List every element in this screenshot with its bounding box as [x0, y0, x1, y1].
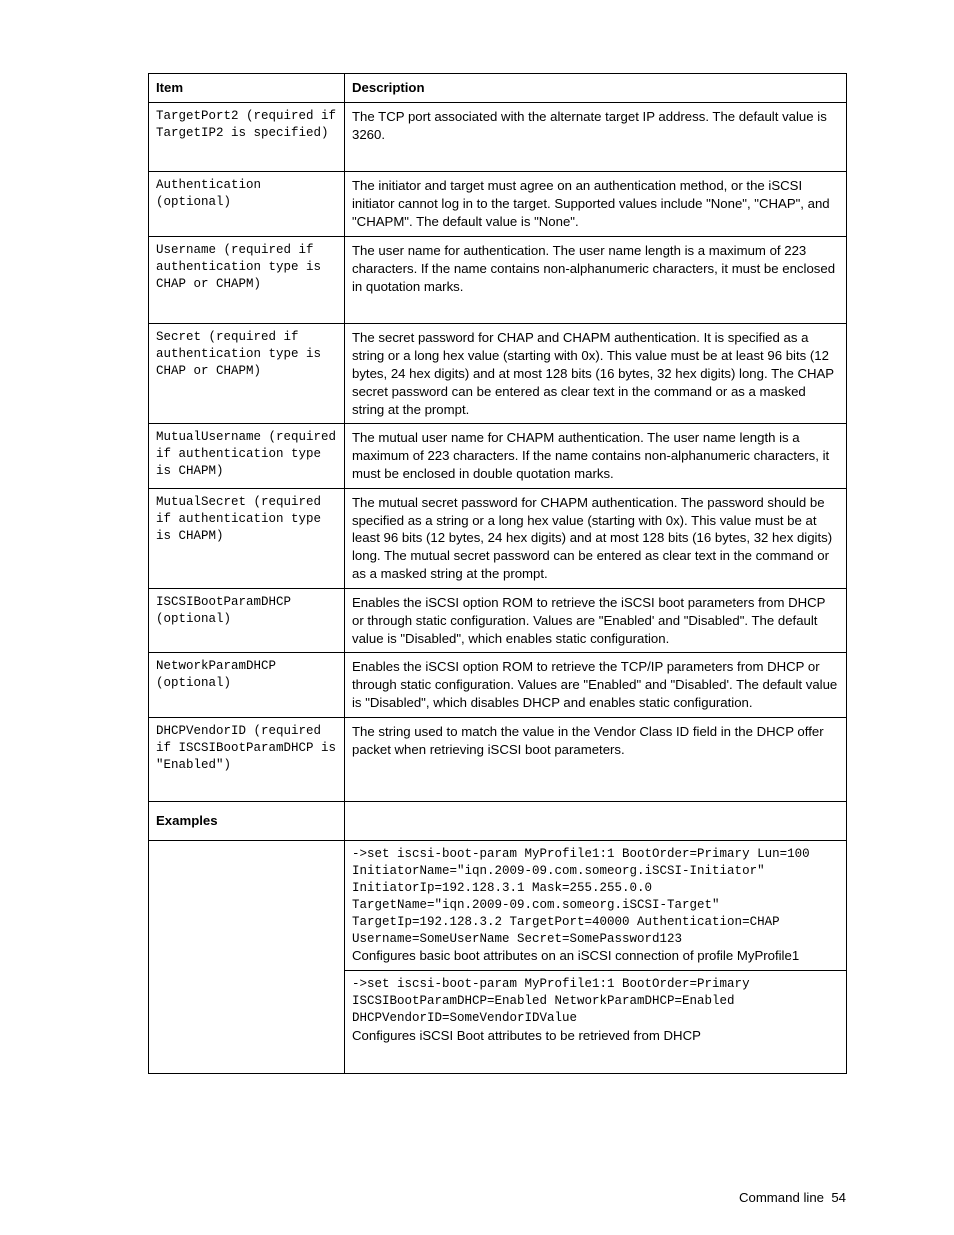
example-caption: Configures iSCSI Boot attributes to be r… — [352, 1027, 839, 1045]
parameters-table: Item Description TargetPort2 (required i… — [148, 73, 847, 1074]
description-cell: The initiator and target must agree on a… — [345, 172, 847, 236]
example-caption: Configures basic boot attributes on an i… — [352, 947, 839, 965]
description-cell: The user name for authentication. The us… — [345, 236, 847, 323]
description-cell: The TCP port associated with the alterna… — [345, 102, 847, 172]
table-row: MutualUsername (required if authenticati… — [149, 424, 847, 488]
example-content-cell: ->set iscsi-boot-param MyProfile1:1 Boot… — [345, 841, 847, 971]
item-cell: MutualUsername (required if authenticati… — [149, 424, 345, 488]
examples-header-row: Examples — [149, 802, 847, 841]
header-description: Description — [345, 74, 847, 103]
item-cell: Username (required if authentication typ… — [149, 236, 345, 323]
table-row: NetworkParamDHCP (optional)Enables the i… — [149, 653, 847, 717]
example-command: ->set iscsi-boot-param MyProfile1:1 Boot… — [352, 976, 839, 1027]
description-cell: The secret password for CHAP and CHAPM a… — [345, 324, 847, 424]
table-row: Username (required if authentication typ… — [149, 236, 847, 323]
description-cell: Enables the iSCSI option ROM to retrieve… — [345, 653, 847, 717]
description-cell: The mutual user name for CHAPM authentic… — [345, 424, 847, 488]
header-row: Item Description — [149, 74, 847, 103]
table-row: ISCSIBootParamDHCP (optional)Enables the… — [149, 588, 847, 652]
table-row: Secret (required if authentication type … — [149, 324, 847, 424]
table-row: TargetPort2 (required if TargetIP2 is sp… — [149, 102, 847, 172]
table-row: MutualSecret (required if authentication… — [149, 488, 847, 588]
examples-header-empty — [345, 802, 847, 841]
item-cell: Authentication (optional) — [149, 172, 345, 236]
description-cell: The string used to match the value in th… — [345, 717, 847, 802]
description-cell: The mutual secret password for CHAPM aut… — [345, 488, 847, 588]
item-cell: TargetPort2 (required if TargetIP2 is sp… — [149, 102, 345, 172]
example-command: ->set iscsi-boot-param MyProfile1:1 Boot… — [352, 846, 839, 947]
footer-page: 54 — [831, 1190, 846, 1205]
page-footer: Command line 54 — [739, 1190, 846, 1205]
item-cell: DHCPVendorID (required if ISCSIBootParam… — [149, 717, 345, 802]
table-row: DHCPVendorID (required if ISCSIBootParam… — [149, 717, 847, 802]
examples-header-cell: Examples — [149, 802, 345, 841]
footer-label: Command line — [739, 1190, 824, 1205]
item-cell: Secret (required if authentication type … — [149, 324, 345, 424]
item-cell: MutualSecret (required if authentication… — [149, 488, 345, 588]
example-content-cell: ->set iscsi-boot-param MyProfile1:1 Boot… — [345, 971, 847, 1073]
example-row: ->set iscsi-boot-param MyProfile1:1 Boot… — [149, 841, 847, 971]
table-row: Authentication (optional)The initiator a… — [149, 172, 847, 236]
description-cell: Enables the iSCSI option ROM to retrieve… — [345, 588, 847, 652]
item-cell: NetworkParamDHCP (optional) — [149, 653, 345, 717]
item-cell: ISCSIBootParamDHCP (optional) — [149, 588, 345, 652]
header-item: Item — [149, 74, 345, 103]
example-left-cell — [149, 841, 345, 1074]
